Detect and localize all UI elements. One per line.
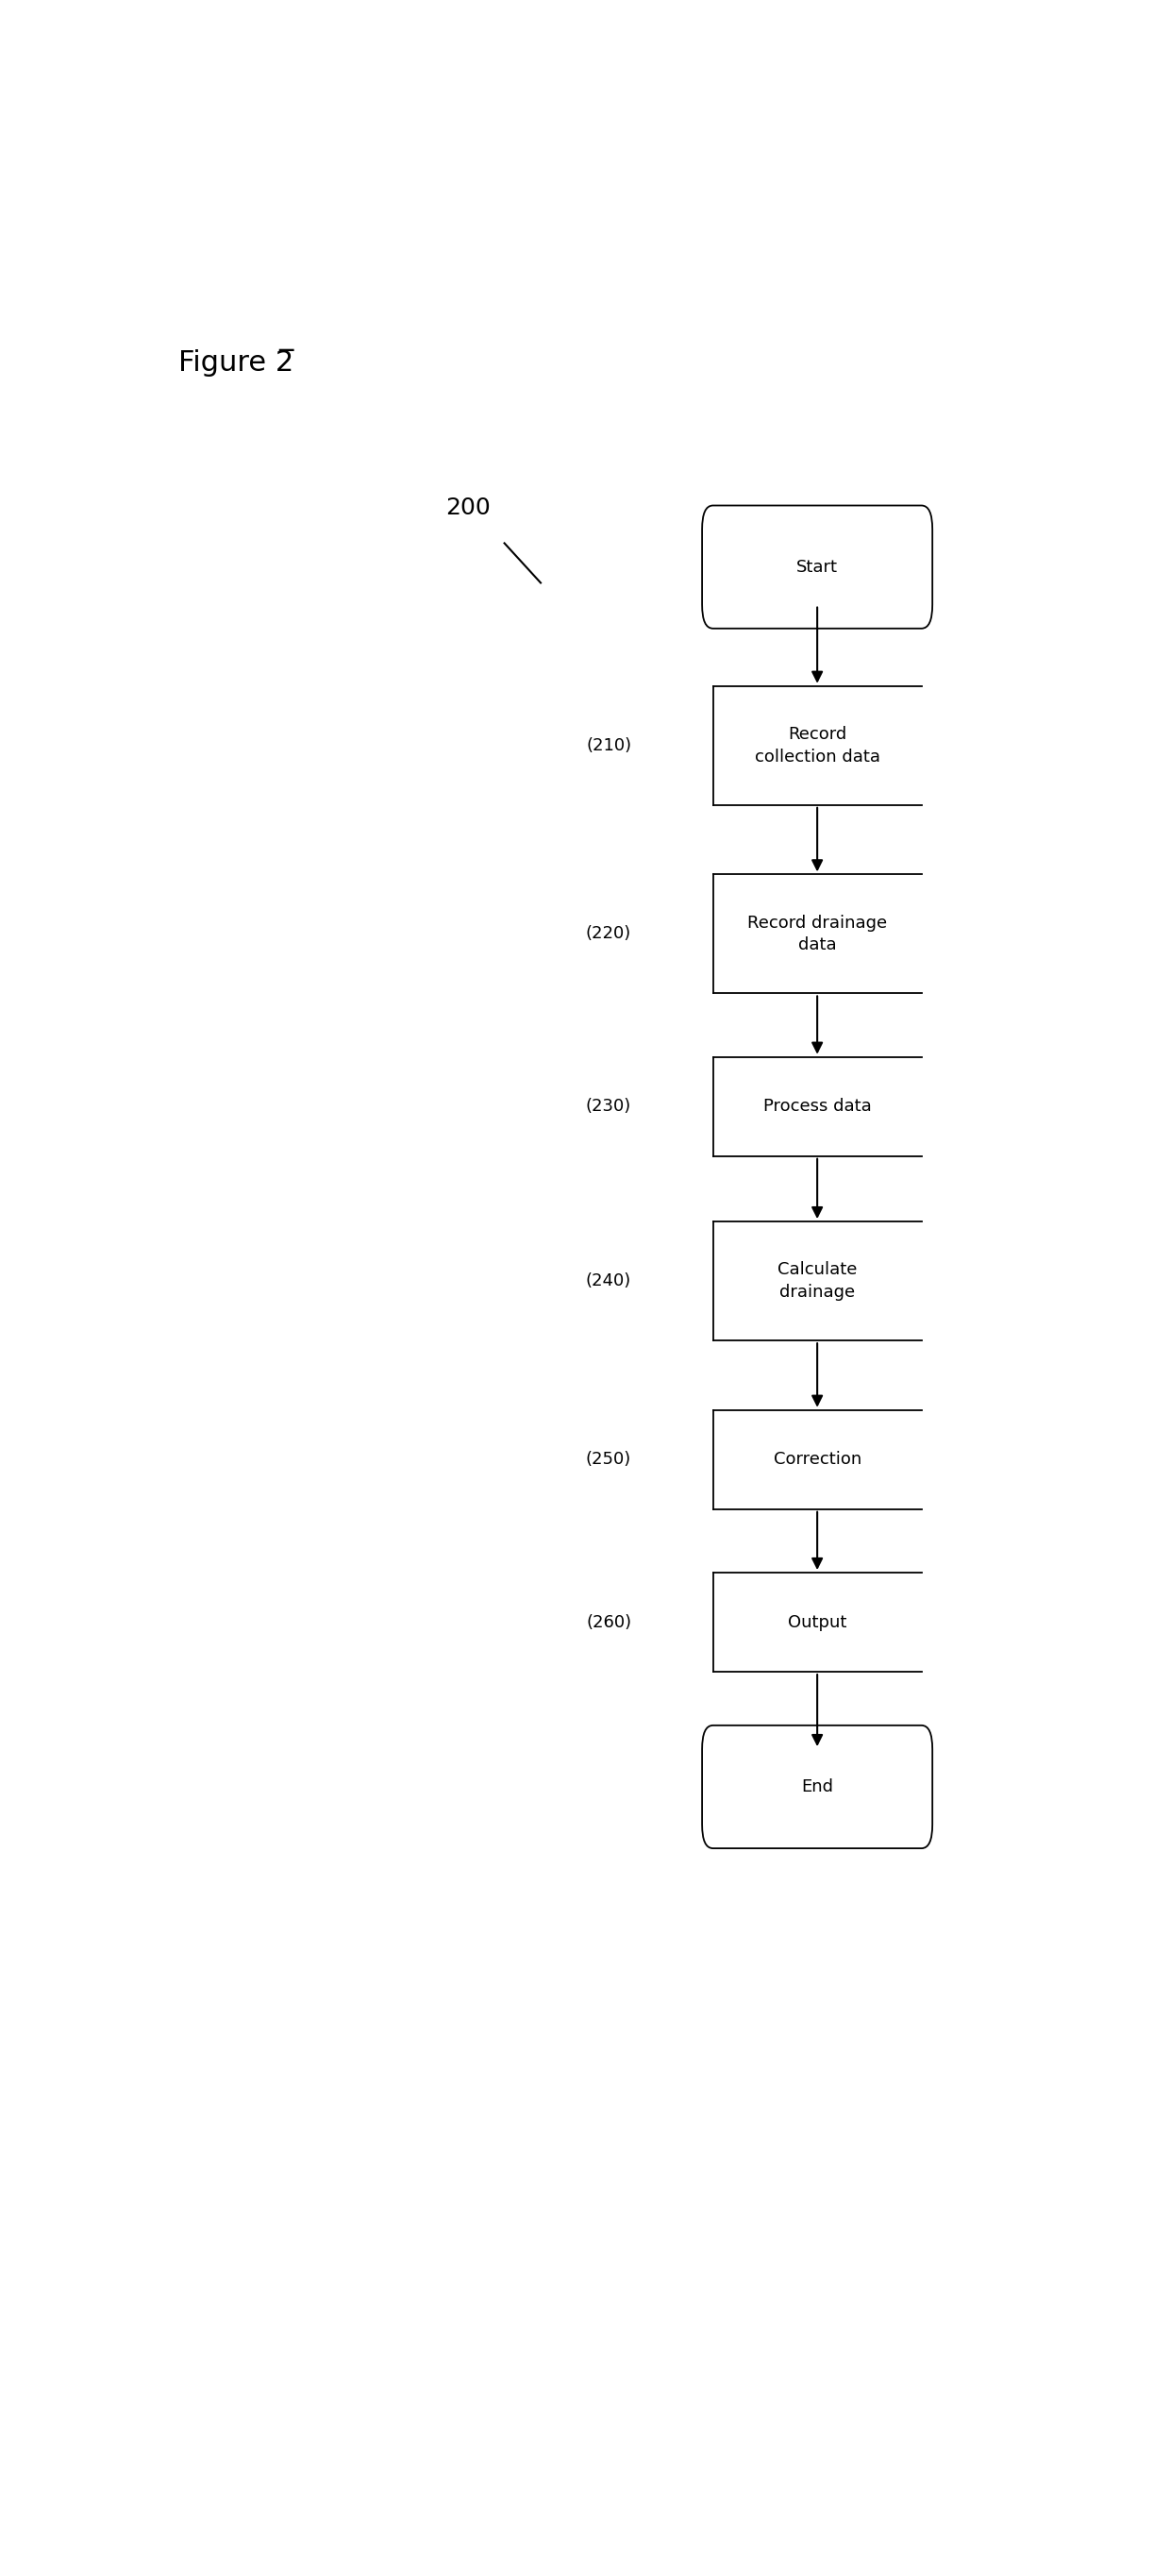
- FancyBboxPatch shape: [702, 1726, 932, 1850]
- Text: Calculate
drainage: Calculate drainage: [777, 1262, 858, 1301]
- FancyBboxPatch shape: [702, 505, 932, 629]
- Text: End: End: [801, 1777, 833, 1795]
- Text: Record drainage
data: Record drainage data: [748, 914, 887, 953]
- Text: Record
collection data: Record collection data: [755, 726, 880, 765]
- Text: 200: 200: [446, 497, 490, 518]
- Text: Figure 2̅: Figure 2̅: [178, 348, 294, 376]
- Text: (230): (230): [586, 1097, 632, 1115]
- Text: Start: Start: [797, 559, 838, 574]
- Text: Process data: Process data: [763, 1097, 872, 1115]
- Text: (240): (240): [586, 1273, 632, 1291]
- Text: (210): (210): [586, 737, 632, 755]
- Text: (250): (250): [586, 1450, 632, 1468]
- Text: Correction: Correction: [773, 1450, 861, 1468]
- Text: Output: Output: [787, 1613, 847, 1631]
- Text: (260): (260): [586, 1613, 632, 1631]
- Text: (220): (220): [586, 925, 632, 943]
